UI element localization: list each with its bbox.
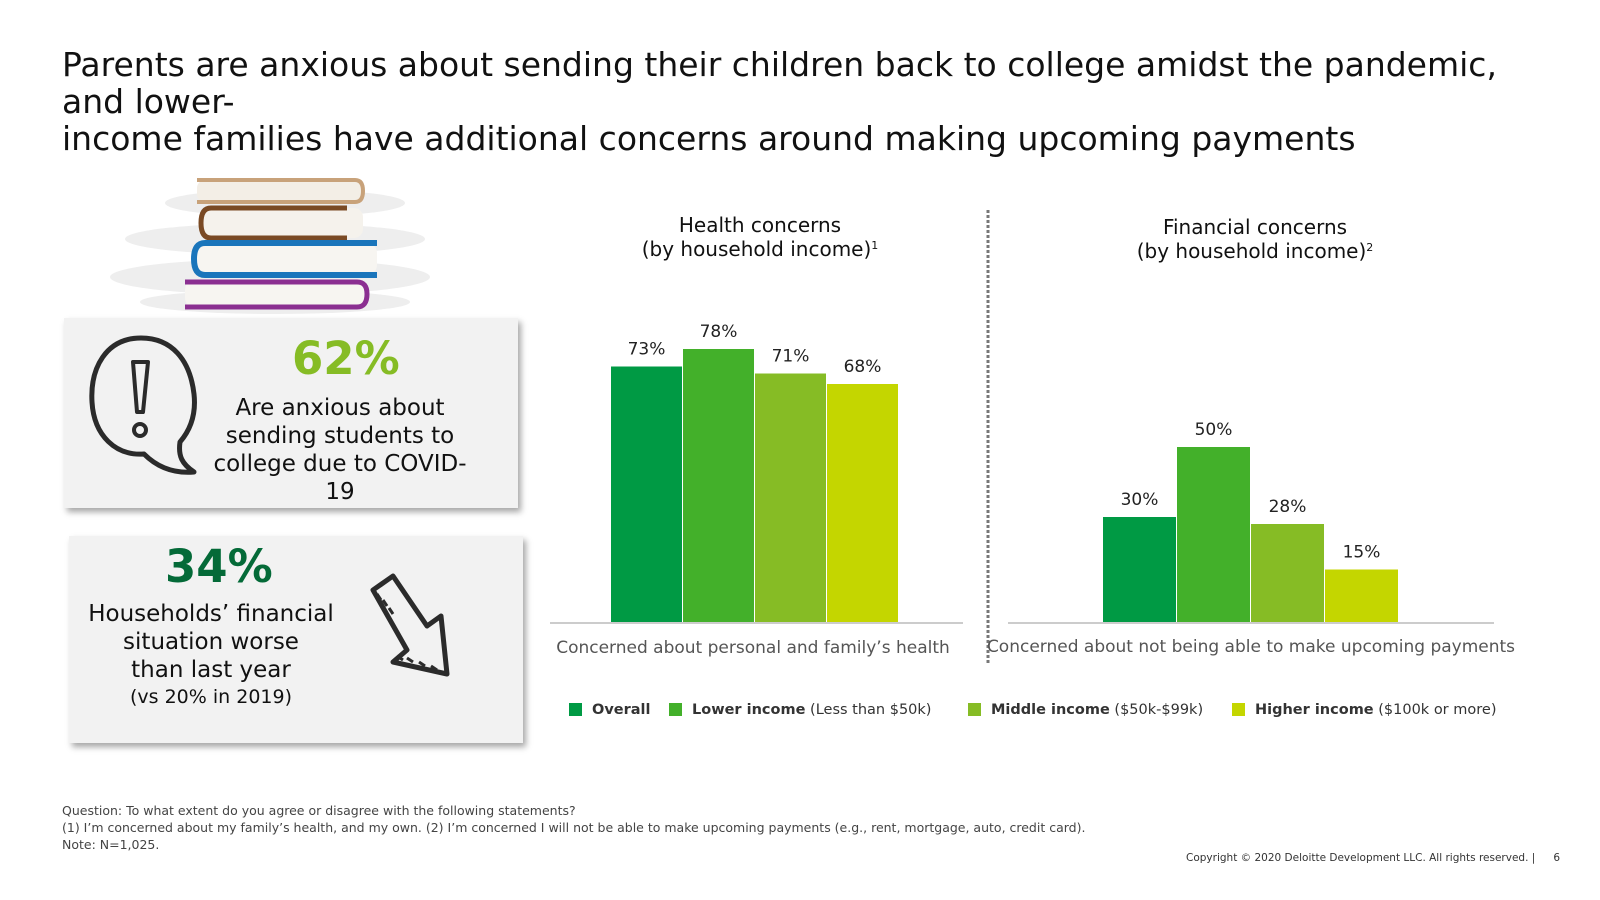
- stat-text-line: sending students to: [225, 423, 455, 449]
- bar-group-health: 73% 78% 71% 68%: [611, 322, 898, 622]
- stat-text-anxious: Are anxious about sending students to co…: [204, 394, 476, 506]
- bar-higher-income: [1325, 569, 1398, 622]
- income-concerns-charts: Health concerns (by household income)1 F…: [550, 210, 1515, 718]
- x-label-financial: Concerned about not being able to make u…: [987, 637, 1515, 657]
- chart-title-health: Health concerns: [679, 213, 841, 237]
- stat-value-financial: 34%: [165, 540, 273, 593]
- page-title-line-1: Parents are anxious about sending their …: [62, 45, 1497, 121]
- stat-text-line: college due to COVID-19: [213, 451, 467, 505]
- legend-label: Lower income (Less than $50k): [692, 702, 931, 718]
- bar-lower-income: [683, 349, 754, 622]
- page-number: 6: [1553, 852, 1560, 864]
- stat-comparison: (vs 20% in 2019): [130, 686, 292, 708]
- legend-label: Overall: [592, 702, 651, 718]
- data-label: 68%: [844, 357, 882, 377]
- chart-subtitle-financial-text: (by household income): [1137, 239, 1367, 263]
- footnote-definitions: (1) I’m concerned about my family’s heal…: [62, 820, 1086, 835]
- stat-text-line: Are anxious about: [235, 395, 445, 421]
- books-stack-illustration: [110, 178, 430, 314]
- chart-subtitle-financial: (by household income)2: [1137, 239, 1374, 263]
- data-label: 50%: [1195, 420, 1233, 440]
- chart-subtitle-financial-sup: 2: [1366, 241, 1373, 254]
- bar-middle-income: [1251, 524, 1324, 622]
- chart-legend: Overall Lower income (Less than $50k) Midd…: [569, 702, 1496, 718]
- data-label: 15%: [1343, 543, 1381, 563]
- legend-label: Higher income ($100k or more): [1255, 702, 1496, 718]
- chart-subtitle-health-sup: 1: [871, 239, 878, 252]
- stat-text-line: situation worse: [123, 629, 299, 655]
- chart-subtitle-health: (by household income)1: [642, 237, 879, 261]
- stat-card-anxious: 62% Are anxious about sending students t…: [64, 318, 518, 508]
- chart-title-financial: Financial concerns: [1163, 215, 1347, 239]
- page-title: Parents are anxious about sending their …: [62, 46, 1552, 157]
- bar-overall: [1103, 517, 1176, 622]
- footnotes: Question: To what extent do you agree or…: [62, 802, 1262, 853]
- footnote-note: Note: N=1,025.: [62, 837, 160, 852]
- footnote-question: Question: To what extent do you agree or…: [62, 803, 576, 818]
- bar-group-financial: 30% 50% 28% 15%: [1103, 420, 1398, 622]
- copyright-text: Copyright © 2020 Deloitte Development LL…: [1186, 852, 1536, 864]
- legend-swatch: [1232, 703, 1245, 716]
- bar-middle-income: [755, 373, 826, 622]
- data-label: 78%: [700, 322, 738, 342]
- arrow-down-right-icon: [370, 573, 450, 677]
- x-label-health: Concerned about personal and family’s he…: [556, 638, 950, 658]
- stat-text-line: than last year: [131, 657, 291, 683]
- stat-text-financial: Households’ financial situation worse th…: [81, 600, 341, 710]
- bar-overall: [611, 366, 682, 622]
- chart-subtitle-health-text: (by household income): [642, 237, 872, 261]
- legend-swatch: [669, 703, 682, 716]
- legend-swatch: [968, 703, 981, 716]
- stat-value-anxious: 62%: [292, 332, 400, 385]
- stat-text-line: Households’ financial: [88, 601, 334, 627]
- data-label: 28%: [1269, 497, 1307, 517]
- copyright-footer: Copyright © 2020 Deloitte Development LL…: [1186, 852, 1560, 864]
- page-title-line-2: income families have additional concerns…: [62, 119, 1356, 158]
- data-label: 30%: [1121, 490, 1159, 510]
- data-label: 73%: [628, 340, 666, 360]
- speech-bubble-exclamation-icon: [89, 335, 197, 475]
- data-label: 71%: [772, 347, 810, 367]
- bar-higher-income: [827, 384, 898, 622]
- legend-swatch: [569, 703, 582, 716]
- stat-card-financial: 34% Households’ financial situation wors…: [69, 536, 523, 743]
- legend-label: Middle income ($50k-$99k): [991, 702, 1203, 718]
- bar-lower-income: [1177, 447, 1250, 622]
